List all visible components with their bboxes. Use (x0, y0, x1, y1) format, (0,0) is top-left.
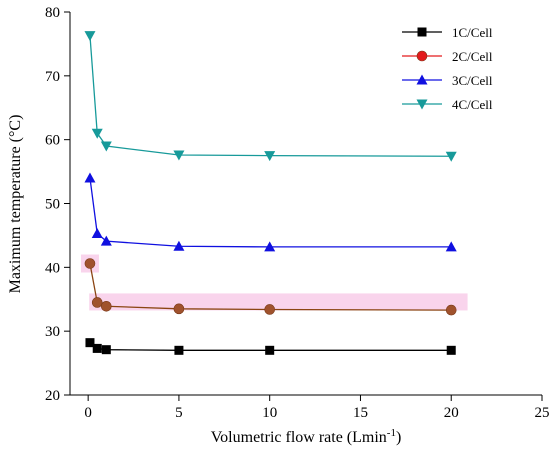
data-point-1c-cell (265, 345, 275, 355)
y-tick-label: 20 (45, 388, 60, 404)
data-point-1c-cell (446, 345, 456, 355)
data-point-4c-cell (84, 31, 96, 42)
series-line-4c-cell (89, 35, 452, 157)
legend-label: 4C/Cell (452, 97, 493, 112)
ticks: 0 5 10 15 20 25 20 30 40 50 60 70 80 (45, 5, 550, 421)
axes (69, 12, 542, 396)
data-point-3c-cell (445, 241, 457, 252)
data-point-3c-cell (173, 240, 185, 251)
data-point-3c-cell (91, 228, 103, 239)
series-line-3c-cell (89, 177, 452, 248)
y-tick-label: 50 (45, 197, 60, 213)
legend-item-2c-cell: 2C/Cell (402, 49, 493, 64)
legend: 1C/Cell 2C/Cell 3C/Cell 4C/Cell (402, 25, 493, 112)
data-point-3c-cell (84, 172, 96, 183)
series-1c-cell (85, 338, 456, 355)
data-point-4c-cell (91, 128, 103, 139)
series (84, 31, 457, 355)
legend-marker-2c-cell (416, 50, 428, 62)
series-4c-cell (84, 31, 457, 162)
data-point-2c-cell (84, 258, 96, 269)
data-point-2c-cell (101, 300, 112, 312)
data-point-4c-cell (100, 141, 112, 152)
data-point-1c-cell (85, 338, 95, 348)
x-tick-label: 10 (262, 405, 277, 421)
data-point-2c-cell (173, 303, 185, 315)
data-point-2c-cell (445, 304, 457, 316)
data-point-4c-cell (264, 151, 276, 162)
y-tick-label: 40 (45, 260, 60, 276)
y-tick-label: 30 (45, 324, 60, 340)
legend-marker-1c-cell (417, 27, 427, 37)
data-point-2c-cell (264, 304, 275, 315)
legend-label: 2C/Cell (452, 49, 493, 64)
y-tick-label: 80 (45, 5, 60, 21)
legend-label: 1C/Cell (452, 25, 493, 40)
data-point-1c-cell (92, 343, 102, 353)
legend-item-3c-cell: 3C/Cell (402, 73, 493, 88)
data-point-1c-cell (101, 345, 111, 355)
data-point-3c-cell (100, 235, 112, 246)
data-point-2c-cell (91, 297, 103, 308)
legend-item-4c-cell: 4C/Cell (402, 97, 493, 112)
x-tick-label: 25 (535, 405, 550, 421)
legend-marker-4c-cell (416, 99, 428, 110)
legend-marker-3c-cell (416, 74, 428, 85)
x-tick-label: 5 (175, 405, 183, 421)
x-tick-label: 15 (353, 405, 368, 421)
x-axis-title-superscript: -1 (387, 427, 396, 439)
y-tick-label: 70 (45, 69, 60, 85)
data-point-1c-cell (174, 345, 184, 355)
legend-item-1c-cell: 1C/Cell (402, 25, 493, 40)
y-axis-title: Maximum temperature (°C) (7, 115, 24, 294)
series-2c-cell (84, 258, 457, 316)
data-point-4c-cell (173, 150, 185, 161)
y-tick-label: 60 (45, 133, 60, 149)
x-tick-label: 0 (84, 405, 92, 421)
data-point-4c-cell (445, 151, 457, 162)
x-tick-label: 20 (444, 405, 459, 421)
series-3c-cell (84, 172, 457, 252)
data-point-3c-cell (264, 241, 276, 252)
series-2c-highlight-band (89, 293, 468, 311)
x-axis-title: Volumetric flow rate (Lmin-1) (211, 427, 402, 446)
highlight-layer (80, 254, 468, 311)
series-line-2c-cell (89, 263, 452, 311)
legend-label: 3C/Cell (452, 73, 493, 88)
